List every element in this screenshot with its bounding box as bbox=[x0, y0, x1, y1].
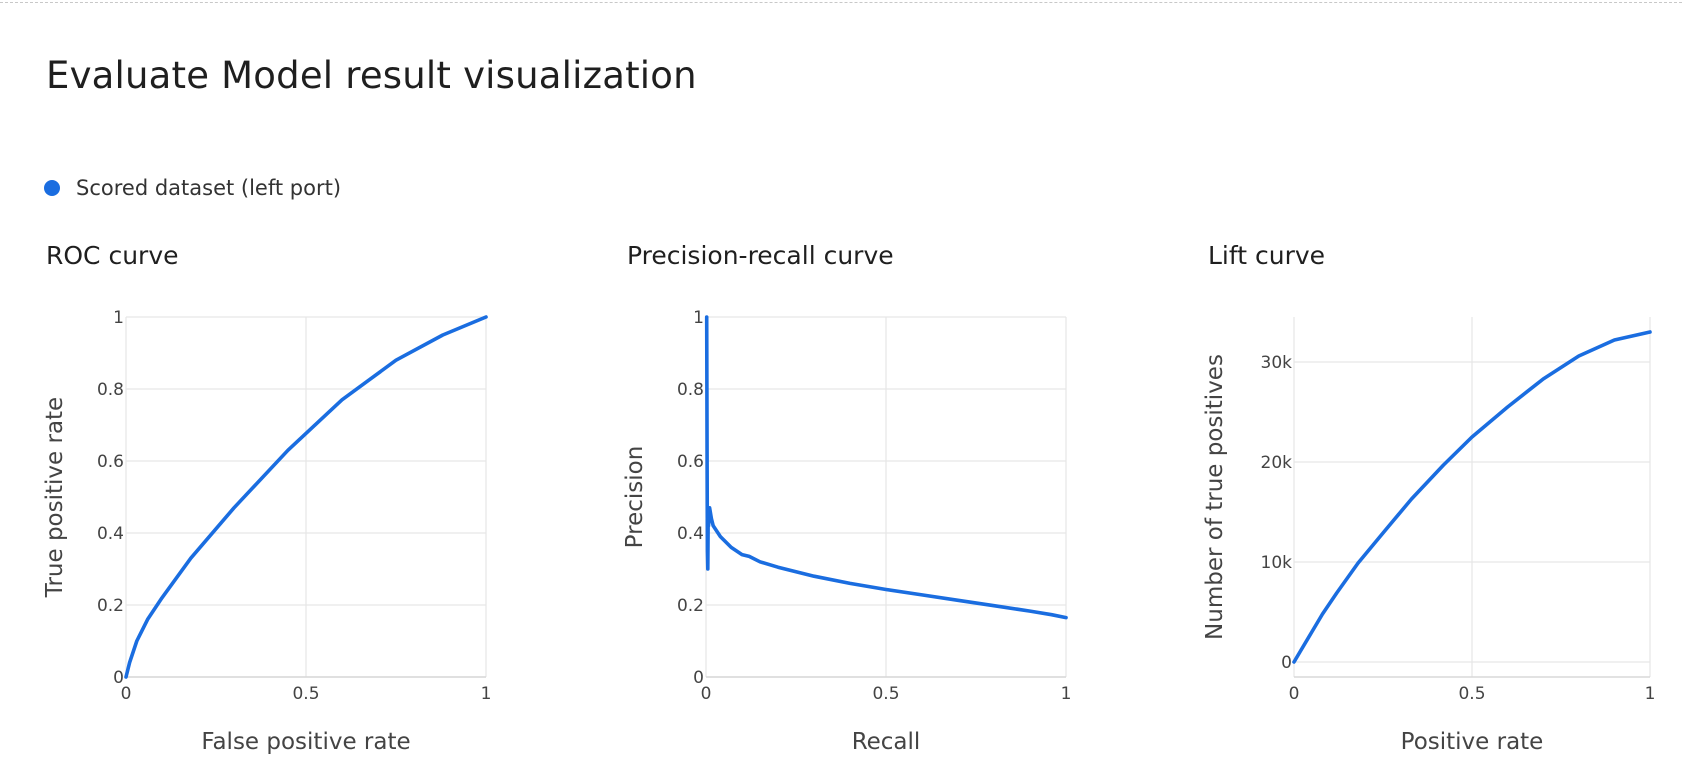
top-border bbox=[0, 0, 1682, 3]
roc-y-axis-title: True positive rate bbox=[42, 397, 68, 598]
roc-series-line bbox=[124, 315, 488, 679]
pr-chart[interactable]: 0 0.5 1 0 0.2 0.4 0.6 0.8 1 Recall Precision bbox=[620, 300, 1090, 760]
roc-x-tick-label: 0.5 bbox=[292, 684, 319, 704]
pr-y-tick-label: 0 bbox=[693, 668, 704, 688]
roc-x-tick-label: 1 bbox=[481, 684, 492, 704]
roc-y-tick-label: 0.4 bbox=[97, 524, 124, 544]
lift-x-tick-label: 0 bbox=[1289, 684, 1300, 704]
legend-marker bbox=[44, 180, 60, 196]
pr-x-tick-label: 1 bbox=[1061, 684, 1072, 704]
lift-chart-title: Lift curve bbox=[1208, 241, 1326, 270]
legend-label: Scored dataset (left port) bbox=[76, 176, 342, 200]
lift-y-tick-label: 20k bbox=[1261, 453, 1293, 473]
lift-x-tick-label: 1 bbox=[1645, 684, 1656, 704]
roc-y-tick-label: 0.8 bbox=[97, 380, 124, 400]
lift-y-axis-title: Number of true positives bbox=[1202, 354, 1228, 640]
lift-series-line bbox=[1292, 330, 1652, 664]
lift-x-tick-label: 0.5 bbox=[1458, 684, 1485, 704]
pr-y-tick-label: 1 bbox=[693, 308, 704, 328]
pr-y-tick-label: 0.4 bbox=[677, 524, 704, 544]
legend[interactable]: Scored dataset (left port) bbox=[44, 176, 341, 200]
pr-x-tick-label: 0.5 bbox=[872, 684, 899, 704]
pr-y-tick-label: 0.8 bbox=[677, 380, 704, 400]
page-title: Evaluate Model result visualization bbox=[46, 54, 697, 97]
roc-x-tick-label: 0 bbox=[121, 684, 132, 704]
lift-y-tick-label: 10k bbox=[1261, 553, 1293, 573]
roc-x-axis-title: False positive rate bbox=[201, 729, 410, 755]
roc-y-tick-label: 0 bbox=[113, 668, 124, 688]
roc-y-tick-label: 1 bbox=[113, 308, 124, 328]
lift-chart[interactable]: 0 0.5 1 0 10k 20k 30k Positive rate Number of tr… bbox=[1200, 300, 1680, 760]
lift-y-tick-label: 0 bbox=[1281, 653, 1292, 673]
pr-x-tick-label: 0 bbox=[701, 684, 712, 704]
lift-x-axis-title: Positive rate bbox=[1401, 729, 1544, 755]
pr-y-axis-title: Precision bbox=[622, 446, 648, 549]
pr-series-line bbox=[704, 315, 1068, 620]
roc-chart[interactable]: 0 0.5 1 0 0.2 0.4 0.6 0.8 1 False positive rate Tr… bbox=[40, 300, 510, 760]
lift-y-tick-label: 30k bbox=[1261, 353, 1293, 373]
pr-y-tick-label: 0.2 bbox=[677, 596, 704, 616]
pr-chart-title: Precision-recall curve bbox=[627, 241, 894, 270]
pr-x-axis-title: Recall bbox=[852, 729, 921, 755]
roc-chart-title: ROC curve bbox=[46, 241, 179, 270]
roc-y-tick-label: 0.2 bbox=[97, 596, 124, 616]
pr-y-tick-label: 0.6 bbox=[677, 452, 704, 472]
roc-y-tick-label: 0.6 bbox=[97, 452, 124, 472]
